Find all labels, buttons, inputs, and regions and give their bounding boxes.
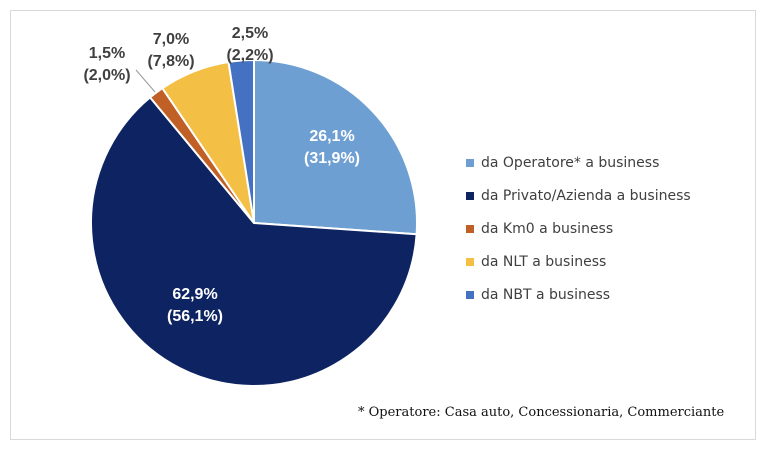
legend-swatch bbox=[466, 191, 474, 200]
legend-item-nlt: da NLT a business bbox=[466, 245, 691, 278]
pie-slices bbox=[90, 58, 418, 387]
km0-leader-line bbox=[135, 69, 156, 93]
legend-swatch bbox=[466, 257, 474, 266]
legend-label: da Operatore* a business bbox=[481, 154, 660, 171]
pie-slice-5 bbox=[227, 58, 255, 224]
legend-label: da NBT a business bbox=[481, 286, 611, 303]
pie-slice-2 bbox=[90, 95, 418, 387]
slice-secondary-label: (2,0%) bbox=[83, 67, 130, 84]
legend-item-km0: da Km0 a business bbox=[466, 212, 691, 245]
legend-item-privato: da Privato/Azienda a business bbox=[466, 179, 691, 212]
legend-label: da Km0 a business bbox=[481, 220, 614, 237]
legend-label: da Privato/Azienda a business bbox=[481, 187, 691, 204]
slice-value-label: 7,0% bbox=[153, 31, 189, 48]
footnote: * Operatore: Casa auto, Concessionaria, … bbox=[358, 405, 725, 420]
legend-label: da NLT a business bbox=[481, 253, 607, 270]
legend-swatch bbox=[466, 224, 474, 233]
slice-secondary-label: (7,8%) bbox=[147, 53, 194, 70]
legend-swatch bbox=[466, 158, 474, 167]
pie-labels: 26,1% (31,9%) 62,9% (56,1%) 1,5% (2,0%) 7,0% (7… bbox=[83, 25, 360, 325]
slice-value-label: 26,1% bbox=[309, 128, 354, 145]
legend-item-operatore: da Operatore* a business bbox=[466, 146, 691, 179]
legend-swatch bbox=[466, 290, 474, 299]
legend-item-nbt: da NBT a business bbox=[466, 278, 691, 311]
slice-secondary-label: (31,9%) bbox=[304, 150, 360, 167]
slice-secondary-label: (56,1%) bbox=[167, 308, 223, 325]
legend: da Operatore* a business da Privato/Azie… bbox=[466, 146, 691, 311]
slice-value-label: 2,5% bbox=[232, 25, 268, 42]
slice-value-label: 1,5% bbox=[89, 45, 125, 62]
pie-slice-1 bbox=[253, 58, 418, 236]
slice-value-label: 62,9% bbox=[172, 286, 217, 303]
slice-secondary-label: (2,2%) bbox=[226, 47, 273, 64]
